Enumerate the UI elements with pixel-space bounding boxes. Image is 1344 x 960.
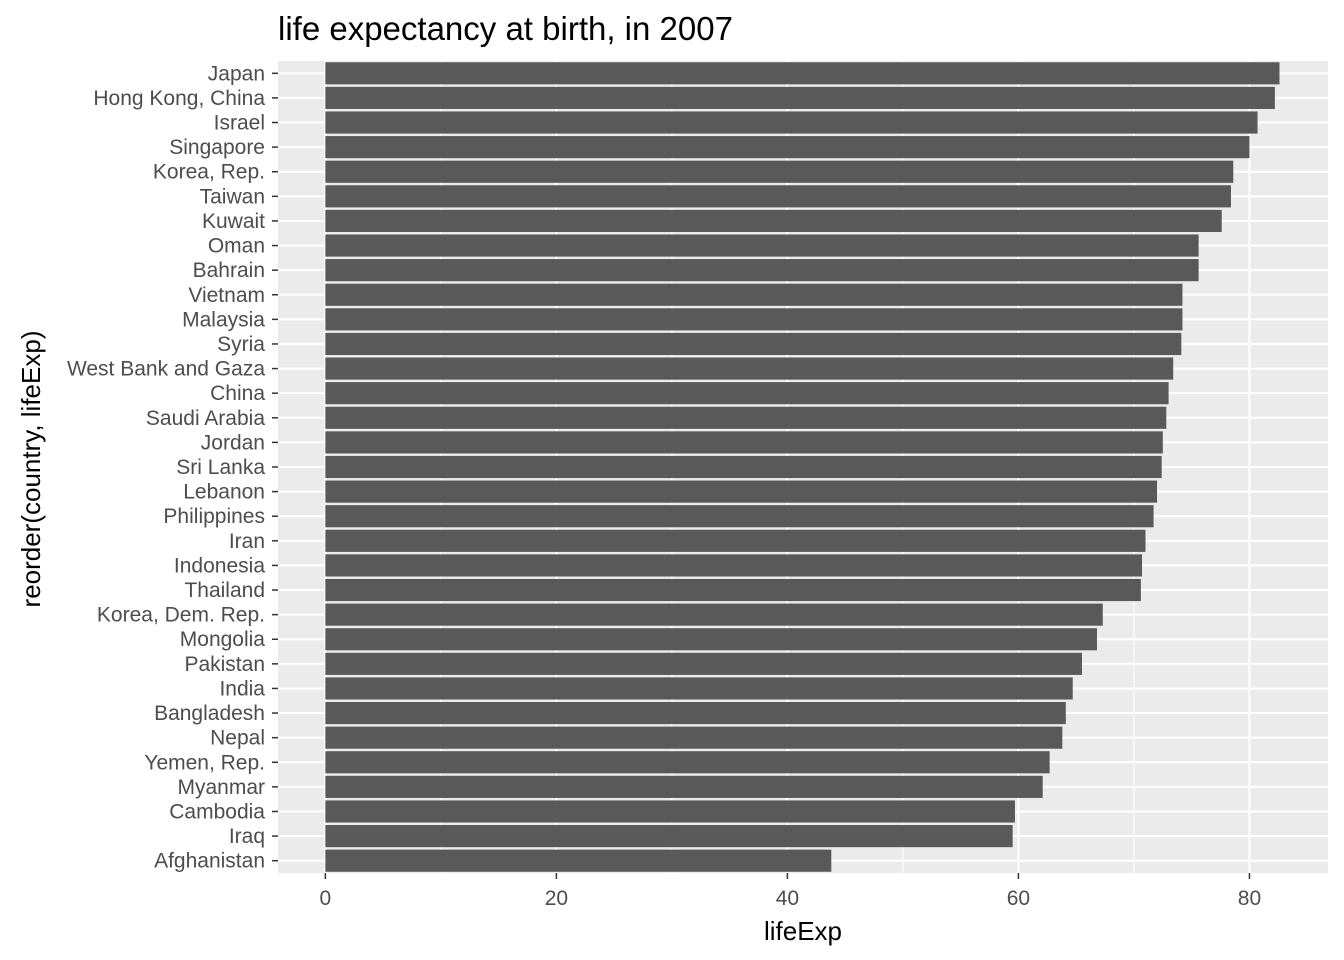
x-tick-label: 80 [1238,887,1261,910]
y-tick-label: Japan [208,62,265,85]
y-tick-label: India [219,677,265,700]
y-tick-label: Iran [229,530,265,553]
bar [325,185,1231,208]
y-tick-label: Thailand [184,579,265,602]
y-tick-label: West Bank and Gaza [67,358,265,381]
bar [325,431,1163,454]
x-tick-label: 40 [776,887,799,910]
bar [325,357,1174,380]
x-axis: 0 20 40 60 80 [320,873,1261,910]
y-tick-label: Afghanistan [154,850,265,873]
y-tick-label: Cambodia [169,800,265,823]
y-tick-label: Mongolia [180,628,266,651]
bar [325,652,1082,675]
bar [325,455,1162,479]
y-tick-label: Vietnam [188,284,265,307]
chart-title: life expectancy at birth, in 2007 [278,10,733,47]
y-tick-label: Philippines [163,505,265,528]
y-tick-label: Myanmar [177,776,265,799]
x-axis-title: lifeExp [764,916,842,946]
bar [325,529,1146,552]
bar [325,628,1097,651]
y-tick-label: Bahrain [193,259,265,282]
y-tick-label: Malaysia [182,308,265,331]
bar [325,111,1258,134]
bar [325,480,1158,503]
bar [325,136,1250,159]
bar [325,603,1103,626]
bar [325,283,1183,306]
bar [325,775,1043,798]
bar [325,160,1234,183]
y-tick-label: Hong Kong, China [93,87,265,110]
bar [325,209,1222,233]
y-tick-label: Iraq [229,825,265,848]
y-tick-label: Saudi Arabia [146,407,265,430]
y-tick-label: Lebanon [183,481,265,504]
bar [325,800,1015,823]
bar [325,505,1154,528]
y-tick-label: Oman [208,235,265,258]
y-tick-label: Pakistan [184,653,265,676]
bar [325,259,1199,282]
y-axis-title: reorder(country, lifeExp) [16,331,46,608]
y-tick-label: Bangladesh [154,702,265,725]
y-tick-label: Syria [217,333,265,356]
bar [325,382,1169,405]
bar [325,849,832,872]
y-tick-label: Jordan [201,431,265,454]
bar [325,751,1050,774]
bar [325,234,1199,257]
y-tick-label: Taiwan [200,185,265,208]
bar [325,554,1143,577]
bar [325,406,1167,429]
y-tick-label: Nepal [210,727,265,750]
x-tick-label: 0 [320,887,332,910]
bar [325,726,1063,749]
bar [325,677,1073,700]
x-tick-label: 20 [545,887,568,910]
y-tick-label: Kuwait [202,210,265,233]
bar [325,825,1013,848]
bar [325,578,1141,602]
y-tick-label: Singapore [169,136,265,159]
bar [325,701,1066,725]
y-tick-label: Korea, Rep. [153,161,265,184]
x-tick-label: 60 [1007,887,1030,910]
bar [325,86,1275,109]
y-tick-label: Sri Lanka [176,456,265,479]
y-tick-label: China [210,382,265,405]
bars [325,62,1280,872]
y-tick-label: Indonesia [174,554,265,577]
y-tick-label: Yemen, Rep. [144,751,265,774]
bar [325,308,1183,331]
y-tick-label: Korea, Dem. Rep. [97,604,265,627]
y-tick-label: Israel [214,112,265,135]
bar [325,62,1280,85]
bar [325,332,1182,356]
